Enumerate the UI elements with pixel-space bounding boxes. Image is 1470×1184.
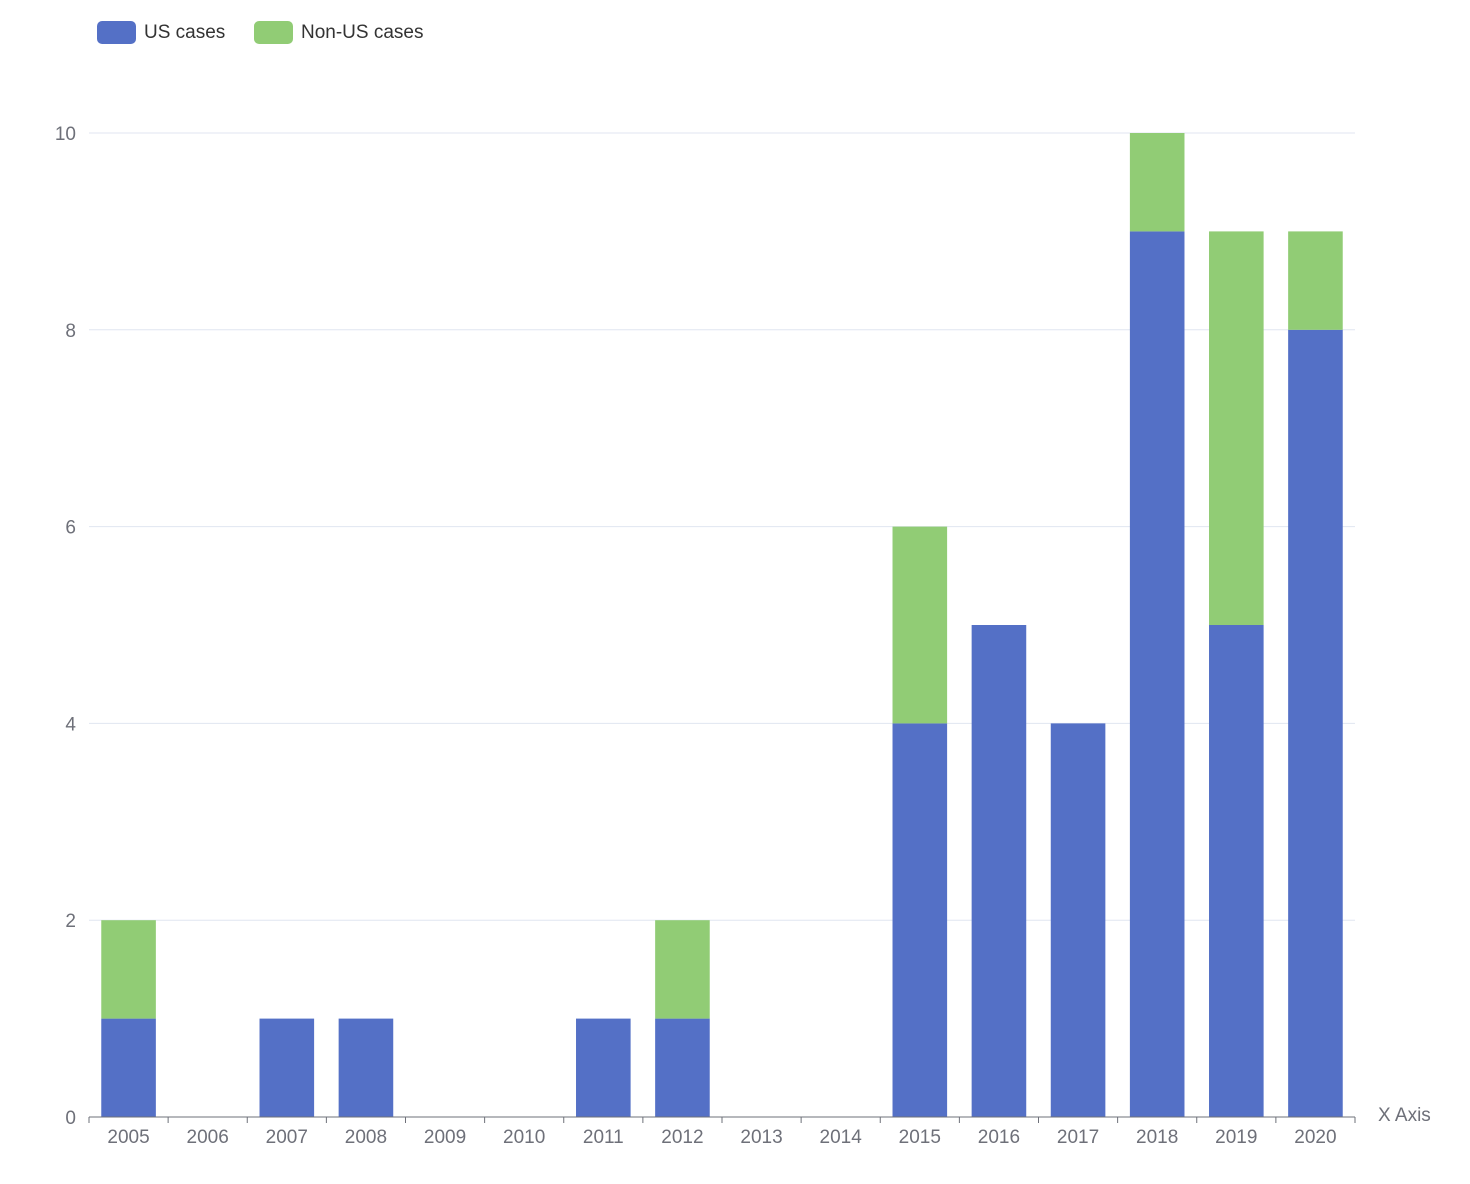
y-tick-label: 2 [65, 911, 76, 932]
bars [101, 133, 1343, 1117]
x-tick-label: 2008 [345, 1127, 387, 1148]
x-tick-label: 2011 [583, 1127, 624, 1148]
bar-2012-non-us[interactable] [655, 920, 710, 1019]
x-tick-label: 2013 [740, 1127, 782, 1148]
bar-2019-non-us[interactable] [1209, 231, 1264, 625]
bar-2015-us[interactable] [892, 723, 948, 1117]
bar-2008-us[interactable] [338, 1018, 394, 1117]
bar-2016-us[interactable] [971, 625, 1027, 1117]
bar-2012-us[interactable] [655, 1018, 710, 1117]
bar-2020-us[interactable] [1288, 329, 1343, 1117]
legend-item-0[interactable]: US cases [97, 21, 225, 44]
x-tick-label: 2012 [661, 1127, 703, 1148]
bar-2011-us[interactable] [576, 1018, 631, 1117]
bar-2015-non-us[interactable] [892, 526, 948, 724]
bar-2019-us[interactable] [1209, 625, 1264, 1117]
y-tick-label: 4 [65, 714, 76, 735]
x-tick-label: 2016 [978, 1127, 1020, 1148]
legend-label: Non-US cases [301, 22, 424, 43]
bar-2005-non-us[interactable] [101, 920, 156, 1019]
x-tick-label: 2009 [424, 1127, 466, 1148]
bar-2005-us[interactable] [101, 1018, 156, 1117]
bar-2020-non-us[interactable] [1288, 231, 1343, 330]
x-tick-label: 2005 [107, 1127, 149, 1148]
y-tick-label: 10 [55, 124, 76, 145]
x-tick-label: 2014 [820, 1127, 863, 1148]
x-tick-label: 2010 [503, 1127, 545, 1148]
x-tick-label: 2018 [1136, 1127, 1178, 1148]
legend-swatch [97, 21, 136, 44]
x-tick-label: 2020 [1294, 1127, 1336, 1148]
bar-2018-non-us[interactable] [1129, 133, 1185, 232]
x-axis-label: X Axis [1378, 1105, 1431, 1126]
y-tick-label: 0 [65, 1108, 76, 1129]
axes: 0 2 4 6 8 10 2005 2006 2007 2008 2009 2010 2011 2012 2… [55, 124, 1356, 1148]
bar-2007-us[interactable] [259, 1018, 315, 1117]
bar-2018-us[interactable] [1129, 231, 1185, 1117]
x-tick-label: 2019 [1215, 1127, 1257, 1148]
x-tick-label: 2015 [899, 1127, 941, 1148]
y-tick-label: 8 [65, 321, 76, 342]
legend-label: US cases [144, 22, 225, 43]
x-tick-label: 2017 [1057, 1127, 1099, 1148]
legend-item-1[interactable]: Non-US cases [254, 21, 424, 44]
x-tick-label: 2007 [266, 1127, 308, 1148]
y-tick-label: 6 [65, 518, 76, 539]
legend-swatch [254, 21, 293, 44]
legend: US cases Non-US cases [97, 21, 424, 44]
x-tick-label: 2006 [187, 1127, 229, 1148]
bar-2017-us[interactable] [1050, 723, 1106, 1117]
